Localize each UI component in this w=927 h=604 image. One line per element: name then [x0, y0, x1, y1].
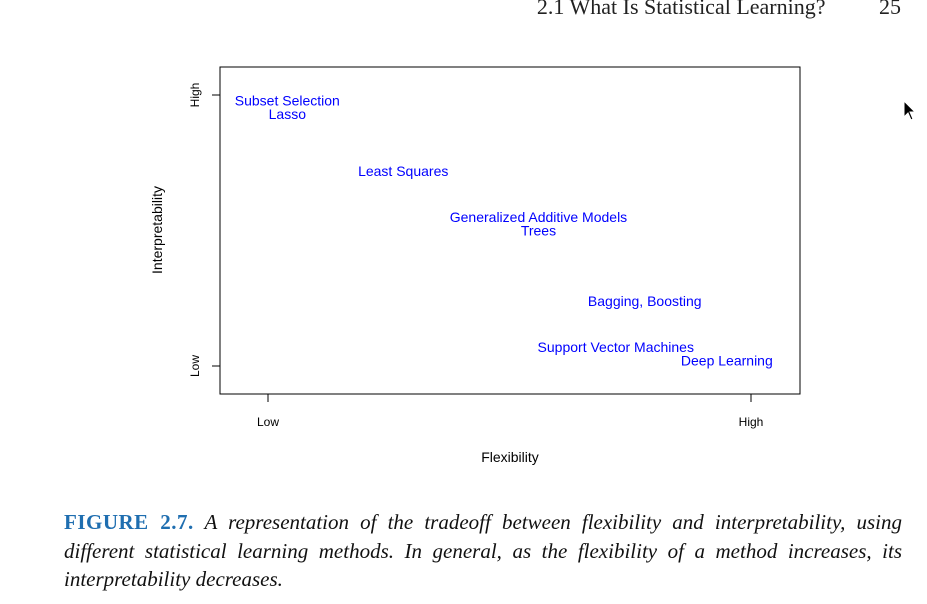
figure-label: FIGURE 2.7. [64, 510, 194, 534]
section-title: 2.1 What Is Statistical Learning? [536, 0, 826, 19]
running-header: 2.1 What Is Statistical Learning? 25 [537, 0, 901, 20]
method-label: Trees [521, 223, 556, 239]
method-label: Deep Learning [681, 353, 773, 369]
y-tick-label: High [188, 83, 202, 108]
page-number: 25 [879, 0, 901, 19]
y-tick-label: Low [188, 355, 202, 377]
plot-frame [219, 66, 801, 395]
method-label: Support Vector Machines [538, 339, 694, 355]
y-axis-label: Interpretability [149, 186, 165, 274]
caption-text: A representation of the tradeoff between… [64, 510, 902, 591]
x-tick-label: Low [257, 415, 279, 429]
method-label: Lasso [269, 106, 307, 122]
method-label: Bagging, Boosting [588, 293, 702, 309]
mouse-cursor-icon [903, 100, 917, 121]
x-axis-label: Flexibility [481, 449, 539, 465]
method-label: Generalized Additive Models [450, 209, 627, 225]
method-label: Least Squares [358, 163, 448, 179]
figure-caption: FIGURE 2.7. A representation of the trad… [64, 508, 902, 594]
x-tick-label: High [739, 415, 764, 429]
method-label: Subset Selection [235, 92, 340, 108]
